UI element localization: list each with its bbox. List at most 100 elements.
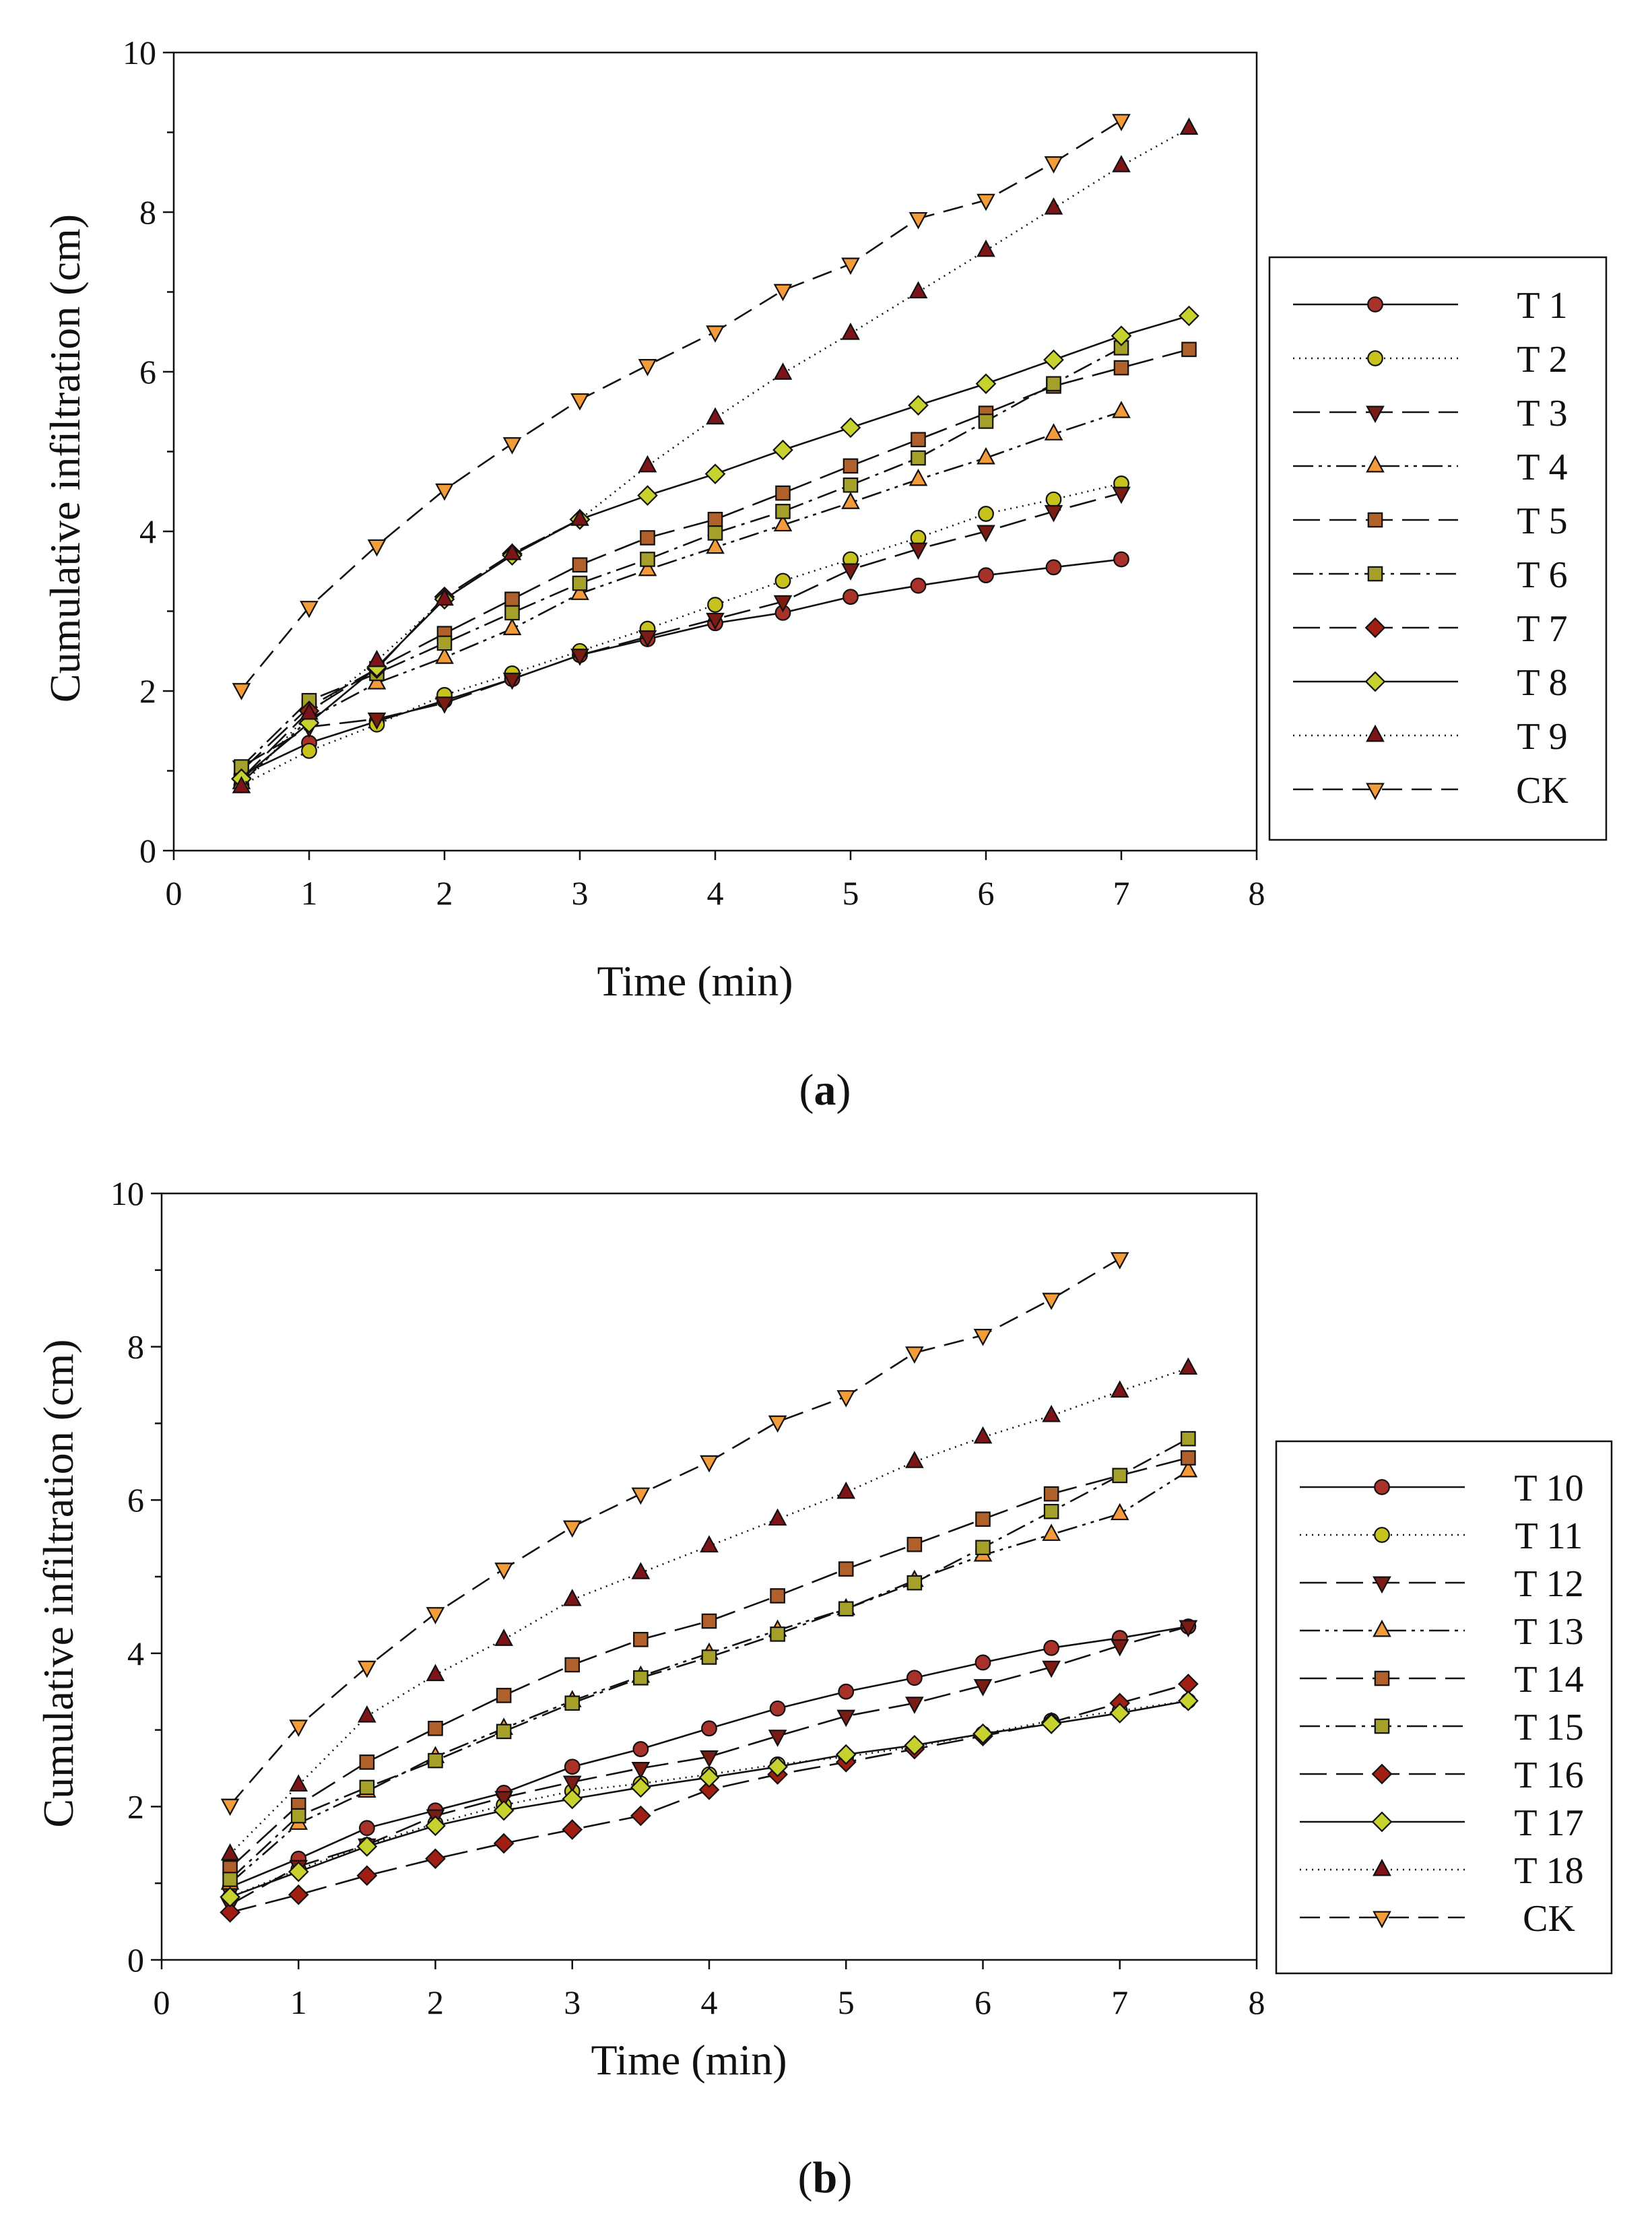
data-point	[496, 1688, 512, 1703]
legend-item: T 3	[1293, 393, 1568, 434]
data-point	[836, 1481, 856, 1499]
legend-item: T 6	[1293, 554, 1568, 596]
data-point	[975, 373, 997, 395]
data-point	[1042, 1660, 1061, 1678]
data-point	[562, 1819, 583, 1840]
legend-item: T 12	[1300, 1563, 1584, 1605]
data-point	[1179, 1620, 1198, 1638]
data-point	[770, 1627, 785, 1642]
data-point	[707, 597, 723, 613]
data-point	[1181, 341, 1197, 358]
data-point	[222, 1872, 238, 1887]
data-point	[1112, 114, 1131, 131]
data-point	[502, 437, 522, 455]
data-point	[1043, 1486, 1059, 1502]
y-tick-label: 2	[127, 1787, 144, 1825]
data-point	[633, 1632, 649, 1647]
data-point	[841, 492, 860, 509]
data-point	[911, 450, 926, 466]
data-point	[698, 1767, 720, 1788]
series-t18	[220, 1357, 1198, 1861]
data-point	[906, 1536, 923, 1552]
x-axis: 0 1 2 3 4 5 6 7 8	[154, 1960, 1265, 2021]
data-point	[638, 359, 657, 376]
legend-item: T 17	[1300, 1802, 1584, 1844]
data-point	[631, 1487, 651, 1505]
data-point	[426, 1664, 445, 1682]
data-point	[502, 618, 522, 636]
series-line	[229, 1257, 1121, 1806]
legend-label: T 10	[1514, 1468, 1583, 1509]
data-point	[638, 455, 657, 473]
data-point	[1112, 486, 1131, 504]
data-point	[774, 572, 791, 589]
data-point	[232, 683, 251, 700]
data-point	[978, 506, 994, 522]
data-point	[564, 1695, 581, 1711]
y-tick-label: 8	[127, 1328, 144, 1366]
series-t9	[232, 117, 1199, 793]
y-tick-label: 8	[139, 193, 156, 231]
data-point	[977, 193, 995, 211]
data-point	[775, 485, 791, 501]
legend-marker	[1366, 455, 1385, 473]
data-point	[301, 742, 317, 759]
legend-label: T 12	[1514, 1563, 1583, 1605]
x-tick-label: 3	[572, 874, 589, 912]
legend-box	[1275, 1440, 1613, 1975]
x-tick-label: 0	[166, 874, 183, 912]
legend-label: T 13	[1514, 1611, 1583, 1653]
data-point	[700, 1455, 719, 1473]
data-point	[772, 439, 793, 461]
data-point	[905, 1346, 924, 1364]
data-point	[1178, 1673, 1199, 1695]
data-point	[977, 525, 995, 543]
data-point	[1043, 349, 1064, 370]
legend-item: CK	[1300, 1898, 1575, 1940]
data-point	[706, 612, 725, 630]
legend-label: CK	[1516, 770, 1568, 812]
legend-marker	[1366, 783, 1385, 801]
data-point	[698, 1779, 720, 1800]
data-point	[1110, 1380, 1129, 1398]
legend-label: T 15	[1514, 1707, 1583, 1748]
legend-marker	[1367, 566, 1383, 582]
data-point	[289, 1774, 308, 1792]
data-point	[1181, 1431, 1196, 1447]
data-point	[773, 284, 793, 302]
legend-marker	[1367, 512, 1383, 528]
data-point	[633, 1670, 649, 1686]
data-point	[358, 1660, 376, 1678]
data-point	[1110, 1252, 1129, 1270]
data-point	[840, 417, 861, 438]
data-point	[1044, 423, 1063, 440]
legend-box	[1268, 256, 1608, 841]
legend-marker	[1366, 724, 1385, 742]
data-point	[1112, 401, 1131, 418]
data-point	[977, 447, 995, 465]
data-point	[1109, 1703, 1131, 1723]
data-point	[978, 567, 994, 584]
data-point	[428, 1721, 443, 1736]
legend-label: CK	[1523, 1898, 1575, 1940]
legend-item: T 15	[1300, 1707, 1584, 1748]
data-point	[975, 1511, 991, 1527]
data-point	[974, 1654, 991, 1671]
legend-label: T 14	[1514, 1659, 1583, 1701]
data-point	[768, 1730, 787, 1747]
y-axis-title: Cumulative infiltration (cm)	[34, 1339, 82, 1827]
data-point	[220, 1886, 240, 1908]
x-tick-label: 8	[1249, 874, 1265, 912]
data-point	[701, 1613, 717, 1629]
data-point	[572, 557, 588, 573]
data-point	[1043, 1639, 1060, 1656]
data-point	[562, 1788, 583, 1810]
y-tick-label: 0	[127, 1941, 144, 1979]
data-point	[1042, 1292, 1061, 1311]
data-point	[906, 1670, 923, 1686]
legend-marker	[1374, 1670, 1390, 1686]
legend-item: T 8	[1293, 662, 1568, 704]
data-point	[562, 1520, 582, 1538]
data-point	[836, 1709, 856, 1728]
